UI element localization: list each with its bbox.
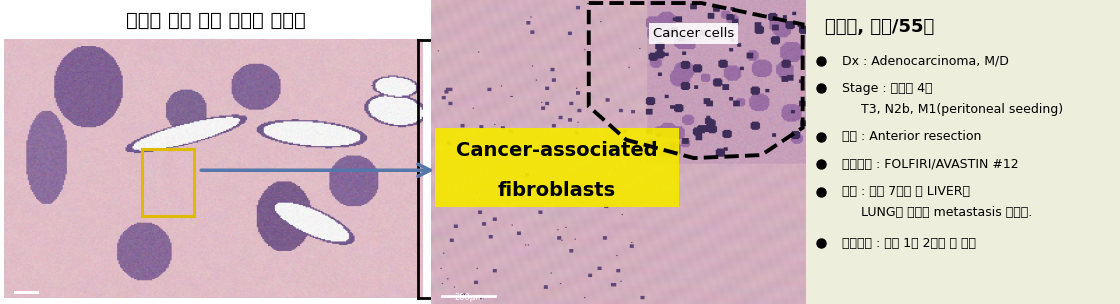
Bar — [142, 149, 194, 216]
Bar — [435, 128, 679, 207]
Text: Stage : 대장암 4기: Stage : 대장암 4기 — [842, 82, 933, 95]
Text: Dx : Adenocarcinoma, M/D: Dx : Adenocarcinoma, M/D — [842, 54, 1009, 67]
Text: 대장암, 여자/55세: 대장암, 여자/55세 — [825, 18, 934, 36]
Text: 경과 : 수술 7개월 후 LIVER와: 경과 : 수술 7개월 후 LIVER와 — [842, 185, 970, 198]
Text: T3, N2b, M1(peritoneal seeding): T3, N2b, M1(peritoneal seeding) — [861, 103, 1063, 116]
Text: Cancer-associated: Cancer-associated — [456, 141, 657, 160]
Text: 수술 : Anterior resection: 수술 : Anterior resection — [842, 130, 982, 143]
Text: 대장암 환자 조직 저배율 이미지: 대장암 환자 조직 저배율 이미지 — [125, 11, 306, 30]
Text: 최종결과 : 수술 1년 2개월 후 사망: 최종결과 : 수술 1년 2개월 후 사망 — [842, 237, 977, 250]
Text: Cancer cells: Cancer cells — [653, 27, 735, 40]
Text: 항암치료 : FOLFIRI/AVASTIN #12: 항암치료 : FOLFIRI/AVASTIN #12 — [842, 158, 1019, 171]
Text: LUNG에 새로운 metastasis 나타남.: LUNG에 새로운 metastasis 나타남. — [861, 206, 1033, 219]
Text: fibroblasts: fibroblasts — [497, 181, 616, 199]
Text: 200μm: 200μm — [454, 292, 484, 302]
